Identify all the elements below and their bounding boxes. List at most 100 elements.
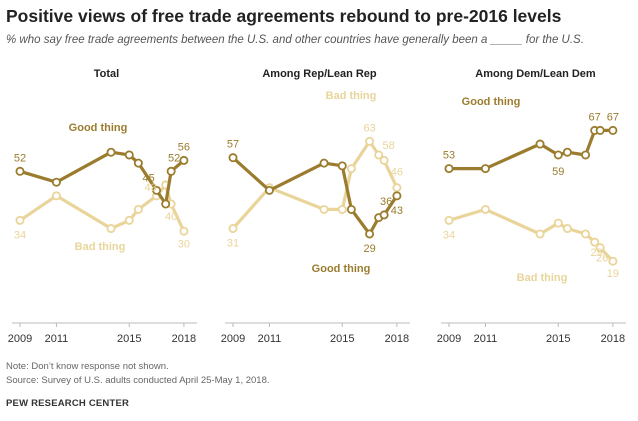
bad-thing-point bbox=[51, 191, 61, 201]
good-thing-label: Good thing bbox=[69, 122, 128, 134]
good-thing-point bbox=[133, 158, 143, 168]
data-label: 45 bbox=[142, 172, 154, 184]
good-thing-point bbox=[535, 139, 545, 149]
bad-thing-point bbox=[337, 204, 347, 214]
data-label: 30 bbox=[178, 238, 190, 250]
bad-thing-line bbox=[231, 139, 399, 231]
bad-thing-point bbox=[379, 155, 389, 165]
data-label: 46 bbox=[391, 167, 403, 179]
panel-title: Total bbox=[94, 68, 119, 80]
x-tick-label: 2015 bbox=[330, 333, 354, 345]
good-thing-point bbox=[346, 204, 356, 214]
bad-thing-point bbox=[228, 224, 238, 234]
good-thing-point bbox=[51, 177, 61, 187]
data-label: 63 bbox=[363, 122, 375, 134]
good-thing-point bbox=[166, 166, 176, 176]
bad-thing-point bbox=[480, 204, 490, 214]
good-thing-point bbox=[124, 150, 134, 160]
bad-thing-point bbox=[365, 136, 375, 146]
bad-thing-point bbox=[608, 256, 618, 266]
x-tick-label: 2009 bbox=[437, 333, 461, 345]
good-thing-point bbox=[562, 147, 572, 157]
data-label: 40 bbox=[165, 211, 177, 223]
data-label: 57 bbox=[227, 139, 239, 151]
source-text: Source: Survey of U.S. adults conducted … bbox=[6, 375, 270, 386]
bad-thing-point bbox=[374, 150, 384, 160]
good-thing-point bbox=[553, 150, 563, 160]
data-label: 67 bbox=[607, 111, 619, 123]
data-label: 34 bbox=[443, 229, 455, 241]
page-title: Positive views of free trade agreements … bbox=[6, 6, 562, 26]
x-tick-label: 2015 bbox=[546, 333, 570, 345]
panel-title: Among Dem/Lean Dem bbox=[475, 68, 596, 80]
x-tick-label: 2009 bbox=[8, 333, 32, 345]
good-thing-point bbox=[581, 150, 591, 160]
good-thing-point bbox=[392, 191, 402, 201]
good-thing-point bbox=[228, 153, 238, 163]
data-label: 43 bbox=[391, 205, 403, 217]
data-label: 52 bbox=[168, 152, 180, 164]
data-label: 59 bbox=[552, 166, 564, 178]
bad-thing-point bbox=[106, 224, 116, 234]
bad-thing-point bbox=[595, 243, 605, 253]
good-thing-point bbox=[608, 125, 618, 135]
data-label: 56 bbox=[178, 141, 190, 153]
data-label: 67 bbox=[589, 111, 601, 123]
good-thing-point bbox=[319, 158, 329, 168]
bad-thing-label: Bad thing bbox=[517, 272, 568, 284]
bad-thing-point bbox=[535, 229, 545, 239]
good-thing-line bbox=[18, 150, 186, 206]
data-label: 53 bbox=[443, 150, 455, 162]
bad-thing-point bbox=[553, 218, 563, 228]
good-thing-point bbox=[15, 166, 25, 176]
bad-thing-point bbox=[15, 215, 25, 225]
data-label: 29 bbox=[591, 247, 603, 259]
bad-thing-point bbox=[346, 164, 356, 174]
good-thing-point bbox=[379, 210, 389, 220]
x-tick-label: 2011 bbox=[258, 333, 282, 345]
x-tick-label: 2018 bbox=[385, 333, 409, 345]
org-name: PEW RESEARCH CENTER bbox=[6, 398, 130, 409]
bad-thing-point bbox=[179, 226, 189, 236]
x-tick-label: 2011 bbox=[45, 333, 69, 345]
bad-thing-label: Bad thing bbox=[326, 90, 377, 102]
bad-thing-point bbox=[444, 215, 454, 225]
note-text: Note: Don’t know response not shown. bbox=[6, 361, 169, 372]
data-label: 34 bbox=[14, 229, 26, 241]
bad-thing-point bbox=[562, 224, 572, 234]
bad-thing-point bbox=[319, 204, 329, 214]
data-label: 36 bbox=[380, 196, 392, 208]
bad-thing-label: Bad thing bbox=[75, 241, 126, 253]
page-subtitle: % who say free trade agreements between … bbox=[6, 34, 584, 46]
data-label: 31 bbox=[227, 238, 239, 250]
good-thing-point bbox=[264, 185, 274, 195]
good-thing-point bbox=[480, 164, 490, 174]
bad-thing-point bbox=[581, 229, 591, 239]
bad-thing-point bbox=[590, 237, 600, 247]
data-label: 58 bbox=[383, 140, 395, 152]
good-thing-point bbox=[365, 229, 375, 239]
x-tick-label: 2011 bbox=[474, 333, 498, 345]
good-thing-point bbox=[161, 199, 171, 209]
data-label: 19 bbox=[607, 268, 619, 280]
bad-thing-point bbox=[392, 183, 402, 193]
bad-thing-point bbox=[124, 215, 134, 225]
good-thing-line bbox=[447, 128, 615, 171]
good-thing-point bbox=[595, 125, 605, 135]
good-thing-point bbox=[152, 185, 162, 195]
good-thing-label: Good thing bbox=[462, 96, 521, 108]
x-tick-label: 2015 bbox=[117, 333, 141, 345]
panel-title: Among Rep/Lean Rep bbox=[262, 68, 377, 80]
good-thing-label: Good thing bbox=[312, 263, 371, 275]
x-tick-label: 2009 bbox=[221, 333, 245, 345]
x-tick-label: 2018 bbox=[601, 333, 625, 345]
x-tick-label: 2018 bbox=[172, 333, 196, 345]
good-thing-line bbox=[231, 156, 399, 236]
data-label: 52 bbox=[14, 152, 26, 164]
good-thing-point bbox=[337, 161, 347, 171]
good-thing-point bbox=[106, 147, 116, 157]
bad-thing-point bbox=[133, 204, 143, 214]
data-label: 43 bbox=[144, 182, 156, 194]
data-label: 29 bbox=[363, 243, 375, 255]
